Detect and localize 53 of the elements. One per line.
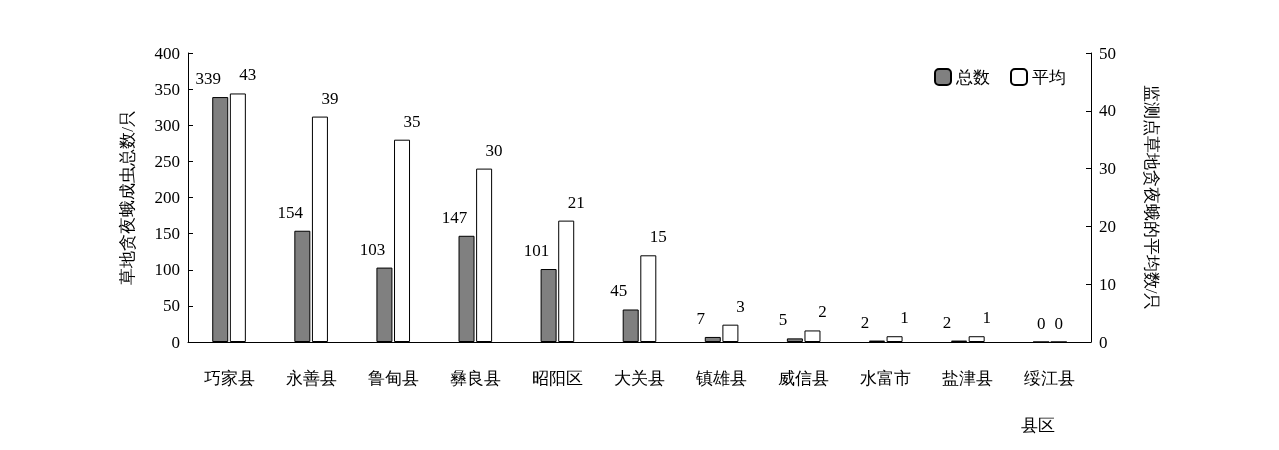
x-tick-label: 鲁甸县 bbox=[367, 369, 419, 388]
y-tick-label: 0 bbox=[171, 332, 180, 352]
data-label: 5 bbox=[778, 310, 788, 330]
y-tick-label: 400 bbox=[154, 43, 180, 63]
data-label: 0 bbox=[1036, 313, 1046, 333]
x-tick-label: 镇雄县 bbox=[695, 369, 748, 388]
data-label: 147 bbox=[441, 207, 468, 227]
data-label: 0 bbox=[1054, 313, 1063, 333]
x-tick-label: 昭阳区 bbox=[531, 369, 583, 388]
x-tick-label: 永善县 bbox=[285, 369, 337, 388]
y-tick-label: 300 bbox=[154, 115, 180, 135]
data-label: 103 bbox=[359, 239, 386, 259]
legend-label: 总数 bbox=[955, 67, 990, 87]
x-tick-label: 绥江县 bbox=[1024, 369, 1076, 388]
data-label: 39 bbox=[321, 88, 339, 108]
data-label: 45 bbox=[610, 281, 628, 301]
y-tick-label: 150 bbox=[154, 224, 180, 244]
y-tick-label: 100 bbox=[154, 260, 180, 280]
y2-tick-label: 30 bbox=[1099, 159, 1116, 179]
data-label: 2 bbox=[818, 302, 827, 322]
x-tick-label: 巧家县 bbox=[203, 369, 255, 388]
legend-label: 平均 bbox=[1032, 67, 1066, 87]
data-label: 30 bbox=[485, 140, 503, 160]
data-label: 1 bbox=[900, 308, 909, 328]
x-tick-label: 威信县 bbox=[778, 369, 830, 388]
y2-tick-label: 10 bbox=[1099, 274, 1116, 294]
x-tick-label: 水富市 bbox=[860, 369, 912, 388]
y-tick-label: 250 bbox=[154, 151, 180, 171]
data-label: 2 bbox=[860, 312, 870, 332]
x-tick-label: 大关县 bbox=[614, 369, 665, 388]
y2-tick-label: 50 bbox=[1099, 43, 1116, 63]
y2-tick-label: 40 bbox=[1099, 101, 1116, 121]
data-label: 1 bbox=[982, 308, 991, 328]
y-tick-label: 350 bbox=[154, 79, 180, 99]
data-label: 21 bbox=[567, 192, 585, 212]
data-label: 15 bbox=[649, 227, 667, 247]
data-label: 154 bbox=[277, 202, 304, 222]
y2-axis-title: 监测点草地贪夜蛾的平均数/只 bbox=[1142, 84, 1161, 311]
data-label: 3 bbox=[736, 296, 745, 316]
data-label: 2 bbox=[942, 312, 952, 332]
y-tick-label: 200 bbox=[154, 188, 180, 207]
data-label: 7 bbox=[696, 308, 706, 328]
y-tick-label: 50 bbox=[163, 296, 180, 316]
data-label: 35 bbox=[403, 111, 421, 131]
y2-tick-label: 20 bbox=[1099, 216, 1116, 236]
y2-tick-label: 0 bbox=[1099, 332, 1108, 352]
x-axis-title: 县区 bbox=[1021, 416, 1055, 435]
data-label: 43 bbox=[239, 65, 257, 85]
data-label: 339 bbox=[195, 69, 221, 89]
data-label: 101 bbox=[523, 241, 550, 261]
x-tick-label: 彝良县 bbox=[449, 369, 501, 388]
y-axis-title: 草地贪夜蛾成虫总数/只 bbox=[118, 110, 137, 285]
x-tick-label: 盐津县 bbox=[942, 369, 994, 388]
